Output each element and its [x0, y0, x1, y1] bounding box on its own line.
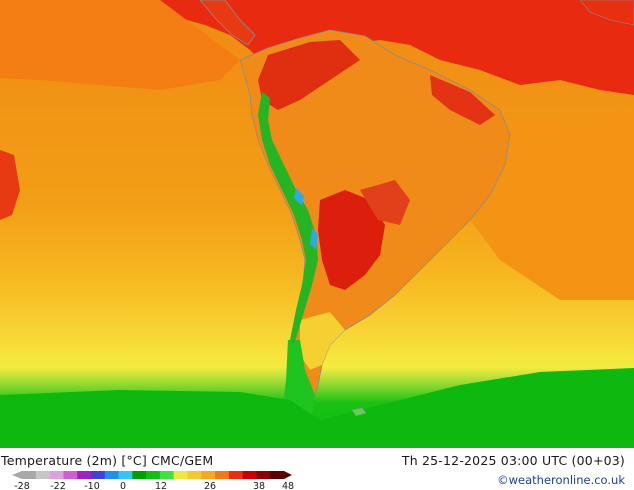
legend-swatch [173, 471, 188, 479]
legend-swatch [90, 471, 106, 479]
falklands-island [351, 407, 367, 417]
amazon-red-zone [258, 40, 360, 110]
legend-swatch [63, 471, 78, 479]
legend-tick-label: 26 [204, 481, 216, 490]
legend-swatch [201, 471, 216, 479]
legend-swatch [35, 471, 50, 479]
map-footer: Temperature (2m) [°C] CMC/GEM Th 25-12-2… [0, 448, 634, 490]
legend-tick-label: -28 [14, 481, 30, 490]
caribbean-islands [579, 0, 634, 26]
atlantic-warm-region [470, 110, 634, 300]
northeast-red-zone [430, 75, 495, 125]
credit-link[interactable]: ©weatheronline.co.uk [497, 473, 625, 487]
legend-tick-label: 0 [120, 481, 126, 490]
legend-swatch [242, 471, 257, 479]
legend-swatch [270, 471, 285, 479]
legend-swatch [132, 471, 147, 479]
southern-ocean-green [0, 368, 634, 448]
legend-swatch [146, 471, 161, 479]
legend-tick-label: 48 [282, 481, 294, 490]
central-red-zone [360, 180, 410, 225]
tropical-hot-band [140, 0, 634, 95]
legend-swatch [215, 471, 230, 479]
map-title: Temperature (2m) [°C] CMC/GEM [1, 453, 214, 468]
pacific-red-patch [0, 150, 20, 220]
legend-swatch [187, 471, 202, 479]
chaco-red-zone [318, 190, 385, 290]
legend-tick-label: 38 [253, 481, 265, 490]
legend-swatch [118, 471, 133, 479]
patagonia-cool-zone [300, 312, 345, 370]
legend-swatch [159, 471, 174, 479]
legend-swatch [228, 471, 243, 479]
legend-swatch [77, 471, 92, 479]
legend-tick-label: -22 [50, 481, 66, 490]
valid-time: Th 25-12-2025 03:00 UTC (00+03) [401, 453, 625, 468]
legend-swatch [49, 471, 64, 479]
legend-swatch [256, 471, 271, 479]
pacific-warm-tongue [0, 0, 240, 90]
legend-arrow-low [12, 471, 22, 479]
legend-tick-label: -10 [84, 481, 100, 490]
legend-tick-label: 12 [155, 481, 167, 490]
andes-blue-peaks [294, 188, 318, 250]
color-scale-legend: -28 -22 -10 0 12 26 38 48 [12, 471, 294, 490]
legend-arrow-high [284, 471, 292, 479]
legend-swatch [104, 471, 119, 479]
andes-cold-strip [258, 92, 318, 345]
legend-swatch [22, 471, 37, 479]
central-america-land [199, 0, 256, 46]
temperature-map [0, 0, 634, 448]
